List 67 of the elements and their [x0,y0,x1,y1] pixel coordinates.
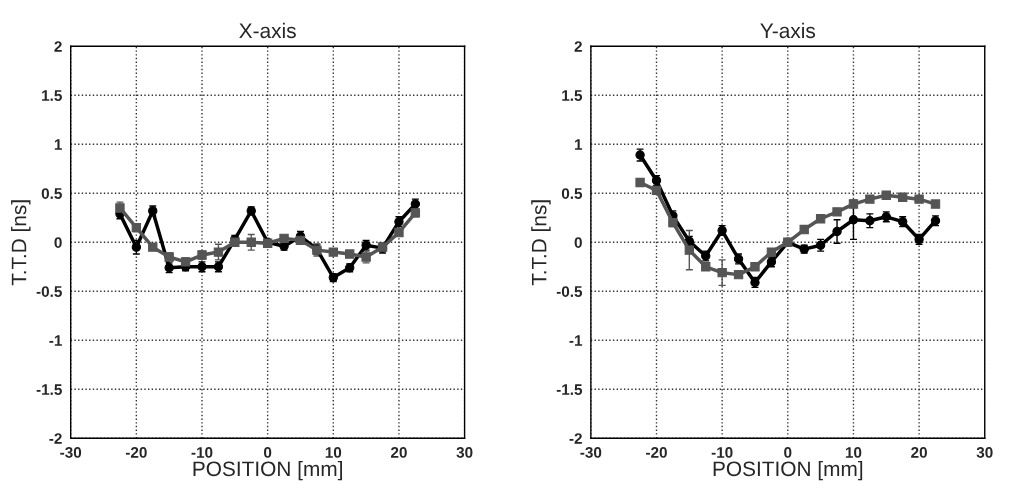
x-tick-label: 30 [456,447,473,458]
y-tick-label: 0.5 [561,188,583,199]
y-tick-label: 0 [574,237,582,248]
x-axis-title: POSITION [mm] [193,460,342,481]
x-tick-label: -30 [60,447,82,458]
point [766,247,777,257]
point [799,224,809,235]
x-tick-label: -10 [191,447,213,458]
y-tick-label: 0 [54,237,62,248]
y-axis-title: T.T.D [ns] [531,200,551,286]
y-tick-label: -2 [569,433,582,444]
x-tick-label: 0 [264,447,272,458]
x-tick-label: 20 [390,447,407,458]
chart-title: X-axis [239,22,296,39]
y-tick-label: 0.5 [41,188,62,199]
x-axis-title: POSITION [mm] [713,460,863,481]
y-tick-label: 1 [54,139,62,150]
point [651,185,662,196]
point [148,242,158,252]
y-tick-label: 1 [574,139,583,150]
point [914,194,924,204]
point [295,235,306,246]
chart-title: Y-axis [760,22,816,39]
y-tick-label: -1.5 [36,384,62,395]
point [750,262,760,272]
x-tick-label: -20 [646,447,667,458]
point [345,249,355,259]
point [668,217,678,228]
x-tick-label: -20 [125,447,147,458]
y-tick-label: 1.5 [42,90,62,101]
y-tick-label: -1 [49,335,62,346]
point [865,194,875,204]
x-tick-label: 0 [784,447,792,458]
point [832,207,842,217]
y-tick-label: -0.5 [556,286,583,297]
point [815,214,826,224]
x-tick-label: 20 [911,447,927,458]
point [717,267,727,278]
point [848,215,859,225]
x-tick-label: -30 [580,447,602,458]
y-tick-label: 2 [54,41,62,52]
point [180,257,191,267]
x-tick-label: 30 [976,447,993,458]
y-tick-label: 1.5 [562,90,583,101]
point [394,227,404,238]
point [701,262,711,272]
point [131,222,142,233]
y-tick-label: -0.5 [36,286,62,297]
y-tick-label: -1.5 [556,384,583,395]
x-tick-label: 10 [325,447,342,458]
y-tick-label: 2 [574,41,582,52]
point [930,199,941,209]
x-tick-label: 10 [845,447,862,458]
y-tick-label: -2 [49,433,62,444]
point [898,192,908,202]
y-tick-label: -1 [569,335,583,346]
point [832,226,842,237]
point [733,269,744,280]
point [848,199,859,209]
point [246,237,256,247]
point [279,233,289,244]
point [328,247,338,257]
x-tick-label: -10 [711,447,733,458]
y-axis-title: T.T.D [ns] [11,200,31,286]
point [213,247,224,257]
point [881,190,891,200]
point [684,245,695,255]
